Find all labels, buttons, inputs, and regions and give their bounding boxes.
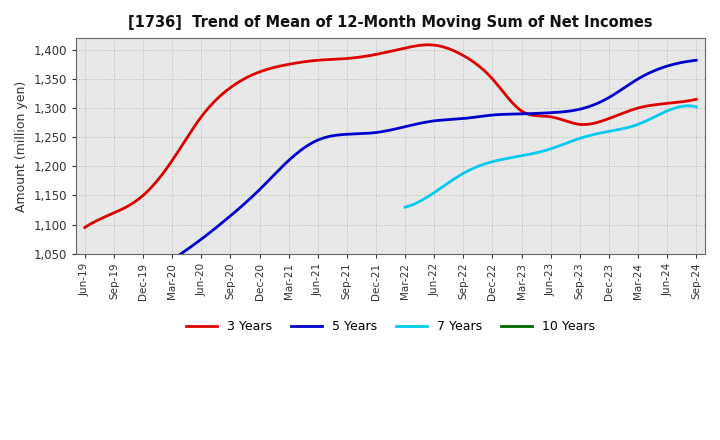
7 Years: [574, 136, 582, 141]
7 Years: [573, 136, 582, 142]
5 Years: [480, 114, 488, 119]
Title: [1736]  Trend of Mean of 12-Month Moving Sum of Net Incomes: [1736] Trend of Mean of 12-Month Moving …: [128, 15, 653, 30]
7 Years: [646, 116, 654, 121]
3 Years: [692, 97, 701, 102]
3 Years: [456, 52, 465, 57]
3 Years: [636, 105, 645, 110]
5 Years: [610, 92, 618, 97]
5 Years: [170, 256, 179, 261]
Line: 5 Years: 5 Years: [172, 60, 696, 260]
3 Years: [83, 224, 91, 229]
Line: 3 Years: 3 Years: [85, 45, 696, 227]
7 Years: [692, 104, 701, 110]
3 Years: [444, 46, 453, 51]
5 Years: [643, 71, 652, 77]
3 Years: [424, 42, 433, 48]
Legend: 3 Years, 5 Years, 7 Years, 10 Years: 3 Years, 5 Years, 7 Years, 10 Years: [181, 315, 600, 338]
7 Years: [402, 204, 410, 209]
5 Years: [489, 112, 498, 117]
Line: 7 Years: 7 Years: [405, 106, 696, 207]
5 Years: [168, 257, 176, 262]
7 Years: [579, 135, 588, 140]
Y-axis label: Amount (million yen): Amount (million yen): [15, 81, 28, 212]
3 Years: [81, 225, 89, 230]
5 Years: [692, 58, 701, 63]
3 Years: [446, 47, 455, 52]
7 Years: [401, 205, 410, 210]
7 Years: [665, 107, 673, 113]
7 Years: [684, 103, 693, 109]
3 Years: [598, 118, 606, 124]
5 Years: [478, 114, 487, 119]
